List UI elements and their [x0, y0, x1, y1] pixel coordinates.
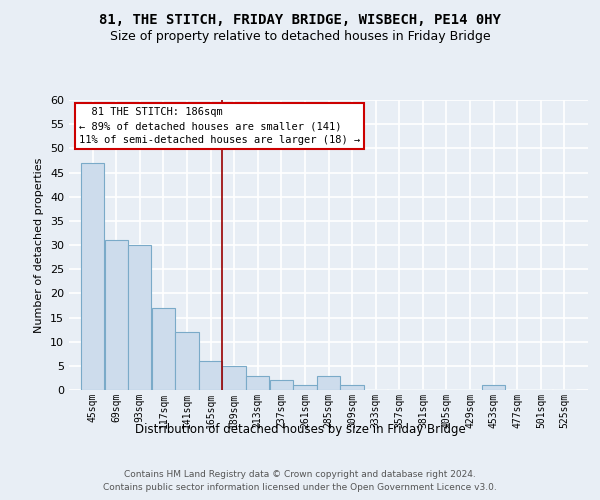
- Bar: [199, 361, 222, 390]
- Y-axis label: Number of detached properties: Number of detached properties: [34, 158, 44, 332]
- Bar: [340, 385, 364, 390]
- Bar: [81, 163, 104, 390]
- Bar: [175, 332, 199, 390]
- Bar: [104, 240, 128, 390]
- Text: Size of property relative to detached houses in Friday Bridge: Size of property relative to detached ho…: [110, 30, 490, 43]
- Text: 81 THE STITCH: 186sqm  
← 89% of detached houses are smaller (141)
11% of semi-d: 81 THE STITCH: 186sqm ← 89% of detached …: [79, 108, 360, 146]
- Bar: [128, 245, 151, 390]
- Text: Distribution of detached houses by size in Friday Bridge: Distribution of detached houses by size …: [134, 422, 466, 436]
- Bar: [269, 380, 293, 390]
- Bar: [152, 308, 175, 390]
- Bar: [246, 376, 269, 390]
- Bar: [317, 376, 340, 390]
- Bar: [223, 366, 246, 390]
- Bar: [293, 385, 317, 390]
- Text: 81, THE STITCH, FRIDAY BRIDGE, WISBECH, PE14 0HY: 81, THE STITCH, FRIDAY BRIDGE, WISBECH, …: [99, 12, 501, 26]
- Bar: [482, 385, 505, 390]
- Text: Contains HM Land Registry data © Crown copyright and database right 2024.
Contai: Contains HM Land Registry data © Crown c…: [103, 470, 497, 492]
